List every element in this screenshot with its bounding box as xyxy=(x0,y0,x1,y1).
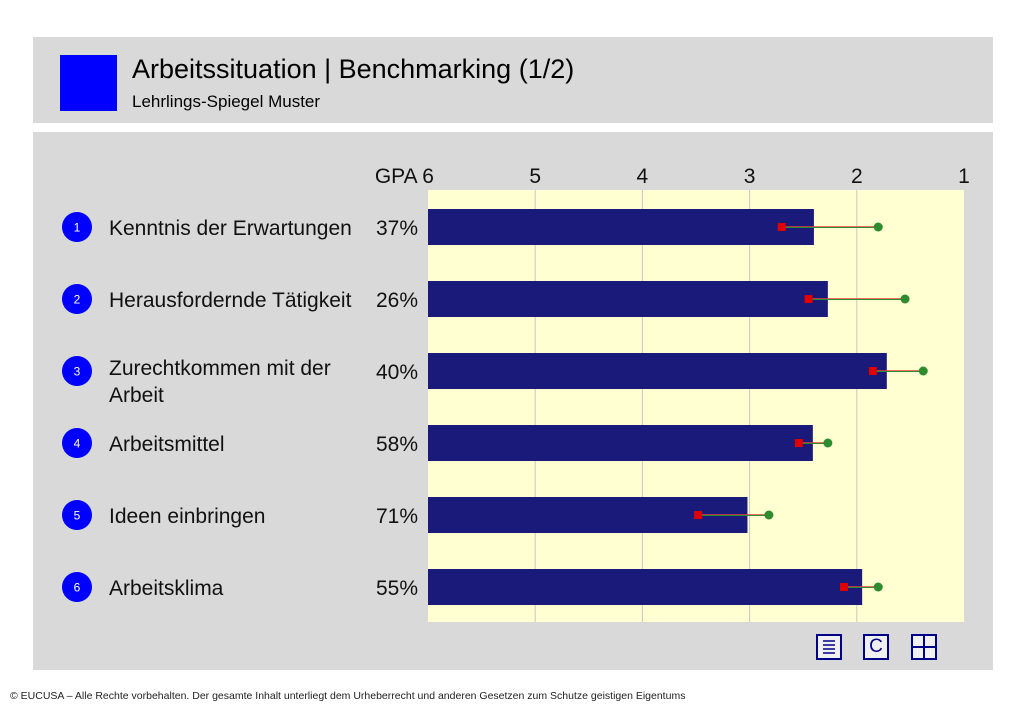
row-number: 6 xyxy=(74,581,81,595)
tick-label: 3 xyxy=(744,165,756,188)
row-label: Zurechtkommen mit der xyxy=(109,357,331,380)
page-subtitle: Lehrlings-Spiegel Muster xyxy=(132,92,321,111)
row-label: Kenntnis der Erwartungen xyxy=(109,217,352,240)
tick-label: 4 xyxy=(637,165,649,188)
red-marker xyxy=(694,511,703,519)
row-number: 1 xyxy=(74,221,81,235)
copyright-footer: © EUCUSA – Alle Rechte vorbehalten. Der … xyxy=(10,690,686,702)
tick-label: 2 xyxy=(851,165,863,188)
row-label: Arbeitsmittel xyxy=(109,433,225,456)
list-view-button[interactable] xyxy=(816,634,842,660)
page-title: Arbeitssituation | Benchmarking (1/2) xyxy=(132,54,575,84)
row-label: Arbeitsklima xyxy=(109,577,224,600)
plot-area xyxy=(428,190,964,622)
header-bar: Arbeitssituation | Benchmarking (1/2) Le… xyxy=(33,37,993,123)
row-percent: 58% xyxy=(376,433,418,456)
row-number-badge xyxy=(62,284,92,314)
list-icon xyxy=(823,640,835,654)
green-marker xyxy=(873,222,883,232)
red-marker xyxy=(839,583,848,591)
bar xyxy=(428,425,813,461)
red-marker xyxy=(777,223,786,231)
bar xyxy=(428,209,814,245)
row-percent: 55% xyxy=(376,577,418,600)
row-number-badge xyxy=(62,428,92,458)
green-marker xyxy=(873,582,883,592)
logo-square xyxy=(60,55,117,111)
bar xyxy=(428,353,887,389)
red-marker xyxy=(794,439,803,447)
tick-label: 1 xyxy=(958,165,970,188)
green-marker xyxy=(764,510,774,520)
bar xyxy=(428,281,828,317)
tick-label: 5 xyxy=(529,165,541,188)
bar xyxy=(428,569,863,605)
row-number-badge xyxy=(62,356,92,386)
red-marker xyxy=(868,367,877,375)
row-percent: 71% xyxy=(376,505,418,528)
row-number: 2 xyxy=(74,293,81,307)
row-number-badge xyxy=(62,212,92,242)
green-marker xyxy=(900,294,910,304)
grid-view-button[interactable] xyxy=(911,634,937,660)
row-number-badge xyxy=(62,572,92,602)
grid-icon xyxy=(913,636,935,658)
row-number: 4 xyxy=(74,437,81,451)
row-number-badge xyxy=(62,500,92,530)
row-percent: 26% xyxy=(376,289,418,312)
row-label-cont: Arbeit xyxy=(109,384,164,407)
c-button[interactable]: C xyxy=(863,634,889,660)
row-label: Ideen einbringen xyxy=(109,505,265,528)
row-number: 5 xyxy=(74,509,81,523)
row-number: 3 xyxy=(74,365,81,379)
c-button-label: C xyxy=(869,636,883,657)
tick-label: GPA 6 xyxy=(375,165,434,188)
green-marker xyxy=(918,366,928,376)
green-marker xyxy=(823,438,833,448)
row-percent: 37% xyxy=(376,217,418,240)
row-label: Herausfordernde Tätigkeit xyxy=(109,289,352,312)
row-percent: 40% xyxy=(376,361,418,384)
red-marker xyxy=(804,295,813,303)
